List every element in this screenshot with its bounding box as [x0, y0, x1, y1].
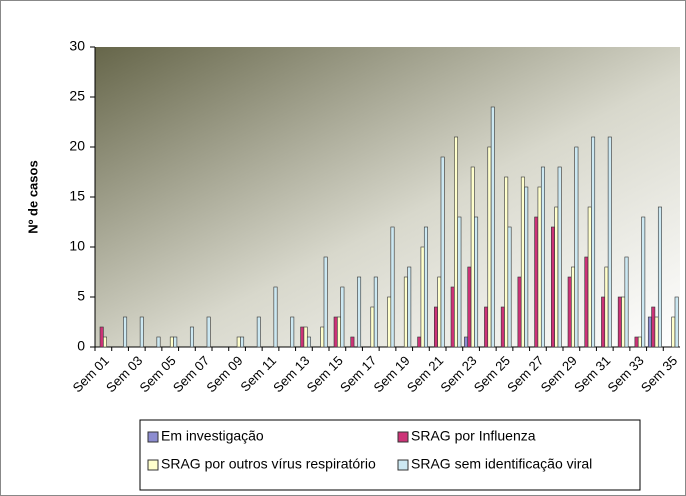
bar [467, 266, 472, 348]
bar [320, 326, 325, 348]
bar [173, 336, 178, 348]
bar [350, 336, 355, 348]
bar [520, 176, 525, 348]
bar [474, 216, 479, 348]
bar [290, 316, 295, 348]
bar [584, 256, 589, 348]
bar [433, 306, 438, 348]
bar [487, 146, 492, 348]
bar [534, 216, 539, 348]
bar [517, 276, 522, 348]
bar [206, 316, 211, 348]
bar [370, 306, 375, 348]
y-tick-label: 25 [69, 88, 85, 104]
bar [103, 336, 107, 348]
bar [557, 166, 562, 348]
y-tick-label: 10 [69, 238, 85, 254]
bar [587, 206, 592, 348]
legend-swatch [397, 459, 409, 471]
bar [156, 336, 161, 348]
bar [139, 316, 144, 348]
bar [554, 206, 559, 348]
bar [256, 316, 261, 348]
bar [641, 216, 646, 348]
bar [617, 296, 622, 348]
bar [169, 336, 174, 348]
legend-label: SRAG por outros vírus respiratório [161, 456, 376, 472]
bar [357, 276, 362, 348]
bar [303, 326, 308, 348]
y-tick-label: 0 [77, 338, 85, 354]
bar [604, 266, 609, 348]
bar [306, 336, 311, 348]
legend-label: Em investigação [161, 428, 264, 444]
bar [621, 296, 626, 348]
bar [540, 166, 545, 348]
y-tick-label: 30 [69, 38, 85, 54]
bar [490, 106, 495, 348]
bar [454, 136, 459, 348]
bar [437, 276, 442, 348]
bar [470, 166, 475, 348]
bar [651, 306, 656, 348]
bar [507, 226, 512, 348]
bar [464, 336, 469, 348]
legend-label: SRAG sem identificação viral [411, 456, 592, 472]
y-tick-label: 5 [77, 288, 85, 304]
bar [504, 176, 509, 348]
bar [674, 296, 679, 348]
bar [591, 136, 596, 348]
bar [601, 296, 606, 348]
y-tick-label: 15 [69, 188, 85, 204]
bar [607, 136, 612, 348]
bar [571, 266, 575, 348]
bar [300, 326, 305, 348]
legend-swatch [147, 431, 159, 443]
bar [500, 306, 505, 348]
bar [333, 316, 338, 348]
bar [273, 286, 278, 348]
bar [637, 336, 642, 348]
bar [484, 306, 489, 348]
legend-swatch [147, 459, 159, 471]
bar [337, 316, 342, 348]
bar [537, 186, 542, 348]
bar [654, 316, 659, 348]
bar [407, 266, 412, 348]
bar [417, 336, 422, 348]
bar [387, 296, 392, 348]
bar [550, 226, 555, 348]
bar [236, 336, 241, 348]
legend-swatch [397, 431, 409, 443]
bar [123, 316, 128, 348]
bar [240, 336, 245, 348]
bar [657, 206, 662, 348]
bar [524, 186, 529, 348]
bar [634, 336, 639, 348]
bar [567, 276, 572, 348]
legend-label: SRAG por Influenza [411, 428, 536, 444]
bar [624, 256, 629, 348]
bar [440, 156, 445, 348]
bar [99, 326, 104, 348]
bar [647, 316, 652, 348]
bar [450, 286, 455, 348]
bar [403, 276, 408, 348]
bar [373, 276, 378, 348]
bar [420, 246, 425, 348]
bar [189, 326, 194, 348]
bar [671, 316, 676, 348]
legend-box [139, 419, 641, 491]
bar [340, 286, 345, 348]
bar [390, 226, 395, 348]
bar [323, 256, 328, 348]
y-axis-label: Nº de casos [25, 160, 40, 233]
bar [574, 146, 579, 348]
bar [457, 216, 462, 348]
y-tick-label: 20 [69, 138, 85, 154]
bar [423, 226, 428, 348]
